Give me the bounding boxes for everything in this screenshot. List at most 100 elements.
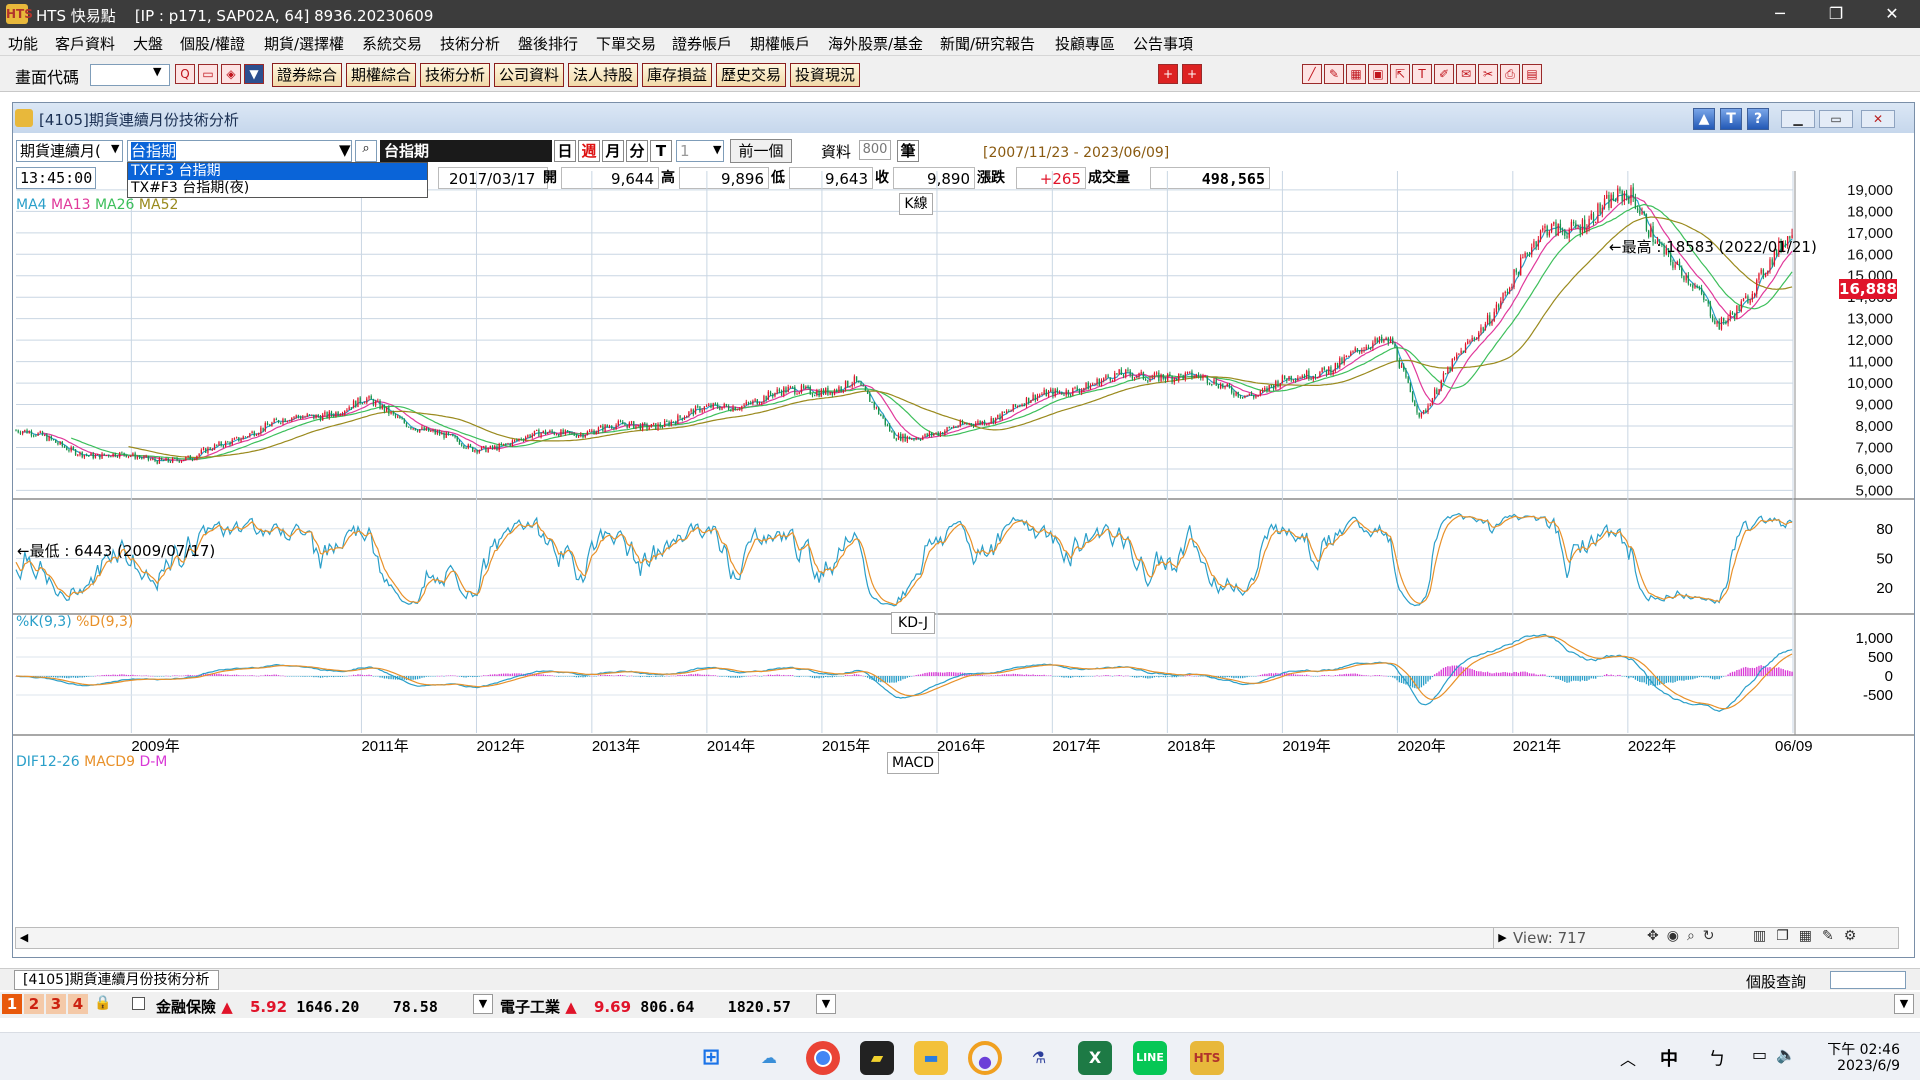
history-trade-button[interactable]: 歷史交易: [716, 63, 786, 87]
page-2-button[interactable]: 2: [24, 994, 44, 1014]
dropdown-option[interactable]: TX#F3 台指期(夜): [131, 180, 250, 196]
subwindow-close-button[interactable]: ✕: [1861, 110, 1895, 128]
menu-item-overseas[interactable]: 海外股票/基金: [828, 35, 924, 53]
chrome-icon[interactable]: [806, 1041, 840, 1075]
add-icon[interactable]: +: [1158, 64, 1178, 84]
zoom-tools[interactable]: ✥◉⌕↻: [1647, 928, 1723, 944]
lock-icon[interactable]: 🔒: [94, 995, 112, 1011]
menu-item-futures-account[interactable]: 期權帳戶: [750, 35, 811, 53]
picture-icon[interactable]: ◈: [221, 64, 241, 84]
menu-item-function[interactable]: 功能: [8, 35, 39, 53]
text-icon[interactable]: T: [1412, 64, 1432, 84]
period-week-button[interactable]: 週: [578, 140, 600, 162]
hts-app-icon[interactable]: HTS: [1190, 1041, 1224, 1075]
company-info-button[interactable]: 公司資料: [494, 63, 564, 87]
tools-icon[interactable]: ✂: [1478, 64, 1498, 84]
ime-indicator[interactable]: 中: [1660, 1049, 1678, 1070]
sticky-notes-icon[interactable]: ▰: [860, 1041, 894, 1075]
dropdown-option[interactable]: TXFF3 台指期: [128, 163, 427, 180]
futures-overview-button[interactable]: 期權綜合: [346, 63, 416, 87]
menu-item-ranking[interactable]: 盤後排行: [518, 35, 579, 53]
tray-chevron-icon[interactable]: ︿: [1620, 1050, 1637, 1069]
ticker2-dropdown-icon[interactable]: ▼: [816, 994, 836, 1014]
export-icon[interactable]: ⇱: [1390, 64, 1410, 84]
menu-item-news[interactable]: 新聞/研究報告: [940, 35, 1036, 53]
folder-icon[interactable]: ▭: [198, 64, 218, 84]
page-3-button[interactable]: 3: [46, 994, 66, 1014]
data-unit-button[interactable]: 筆: [897, 140, 919, 162]
period-tick-button[interactable]: T: [650, 140, 672, 162]
page-4-button[interactable]: 4: [68, 994, 88, 1014]
contract-chevron-icon[interactable]: ▼: [111, 142, 120, 155]
subwindow-minimize-button[interactable]: ▁: [1781, 110, 1815, 128]
symbol-input[interactable]: 台指期: [127, 140, 352, 162]
clock-time[interactable]: 下午 02:46: [1827, 1042, 1900, 1058]
securities-overview-button[interactable]: 證券綜合: [272, 63, 342, 87]
subwindow-restore-button[interactable]: ▭: [1819, 110, 1853, 128]
period-day-button[interactable]: 日: [554, 140, 576, 162]
interval-select[interactable]: 1: [676, 140, 724, 162]
excel-icon[interactable]: X: [1078, 1041, 1112, 1075]
science-icon[interactable]: ⚗: [1031, 1048, 1047, 1067]
file-explorer-icon[interactable]: ▬: [914, 1041, 948, 1075]
close-button[interactable]: ✕: [1885, 4, 1899, 23]
menu-item-securities-account[interactable]: 證券帳戶: [672, 35, 733, 53]
code-input[interactable]: [90, 64, 170, 86]
line-tool-icon[interactable]: ╱: [1302, 64, 1322, 84]
page-1-button[interactable]: 1: [2, 994, 22, 1014]
print-icon[interactable]: ⎙: [1500, 64, 1520, 84]
ticker1-dropdown-icon[interactable]: ▼: [473, 994, 493, 1014]
window-tab[interactable]: [4105]期貨連續月份技術分析: [14, 970, 219, 990]
dropdown-icon[interactable]: ▼: [244, 64, 264, 84]
period-minute-button[interactable]: 分: [626, 140, 648, 162]
symbol-dropdown-icon[interactable]: ▼: [339, 141, 351, 159]
line-icon[interactable]: LINE: [1133, 1041, 1167, 1075]
scroll-right-icon[interactable]: ▶: [1493, 928, 1511, 948]
edit-icon[interactable]: ✐: [1434, 64, 1454, 84]
volume-icon[interactable]: 🔈: [1776, 1045, 1796, 1064]
weather-icon[interactable]: ☁: [761, 1048, 777, 1067]
chat-icon[interactable]: ✉: [1456, 64, 1476, 84]
period-month-button[interactable]: 月: [602, 140, 624, 162]
inventory-pnl-button[interactable]: 庫存損益: [642, 63, 712, 87]
investment-status-button[interactable]: 投資現況: [790, 63, 860, 87]
search-icon[interactable]: Q: [175, 64, 195, 84]
save-icon[interactable]: ▣: [1368, 64, 1388, 84]
ticker-expand-icon[interactable]: ▼: [1894, 994, 1914, 1014]
pen-icon[interactable]: ✎: [1324, 64, 1344, 84]
maximize-button[interactable]: ❐: [1828, 4, 1844, 23]
menu-item-system-trade[interactable]: 系統交易: [362, 35, 423, 53]
grid-icon[interactable]: ▦: [1346, 64, 1366, 84]
ticker-checkbox[interactable]: [132, 997, 145, 1010]
data-count-input[interactable]: 800: [859, 140, 891, 160]
photos-icon[interactable]: ●: [968, 1041, 1002, 1075]
menu-item-advisory[interactable]: 投顧專區: [1055, 35, 1116, 53]
windows-start-icon[interactable]: ⊞: [701, 1045, 721, 1070]
clock-date[interactable]: 2023/6/9: [1837, 1058, 1900, 1074]
menu-item-stocks[interactable]: 個股/權證: [180, 35, 246, 53]
minimize-button[interactable]: ─: [1775, 4, 1785, 23]
help-icon[interactable]: ?: [1747, 108, 1769, 130]
layout-icon[interactable]: ▤: [1522, 64, 1542, 84]
network-icon[interactable]: ▭: [1752, 1045, 1768, 1064]
chevron-down-icon[interactable]: ▼: [153, 65, 162, 78]
menu-item-futures[interactable]: 期貨/選擇權: [264, 35, 345, 53]
input-mode-icon[interactable]: ㄅ: [1708, 1049, 1726, 1070]
technical-analysis-button[interactable]: 技術分析: [420, 63, 490, 87]
text-mode-icon[interactable]: T: [1720, 108, 1742, 130]
stock-query-input[interactable]: [1830, 971, 1906, 989]
interval-chevron-icon[interactable]: ▼: [713, 143, 722, 156]
menu-item-order[interactable]: 下單交易: [596, 35, 657, 53]
menu-item-market[interactable]: 大盤: [133, 35, 164, 53]
contract-type-select[interactable]: 期貨連續月(: [16, 140, 123, 162]
chart-area[interactable]: 19,00018,00017,00016,00015,00014,00013,0…: [13, 171, 1914, 891]
symbol-search-icon[interactable]: ⌕: [355, 140, 377, 162]
institutional-holding-button[interactable]: 法人持股: [568, 63, 638, 87]
menu-item-announcements[interactable]: 公告事項: [1133, 35, 1194, 53]
add-window-icon[interactable]: +: [1182, 64, 1202, 84]
menu-item-technical[interactable]: 技術分析: [440, 35, 501, 53]
menu-item-customer[interactable]: 客戶資料: [55, 35, 116, 53]
arrow-up-icon[interactable]: ▲: [1693, 108, 1715, 130]
chart-scrollbar[interactable]: [15, 927, 1899, 949]
chart-tools[interactable]: ▥❐▦✎⚙: [1753, 928, 1866, 944]
